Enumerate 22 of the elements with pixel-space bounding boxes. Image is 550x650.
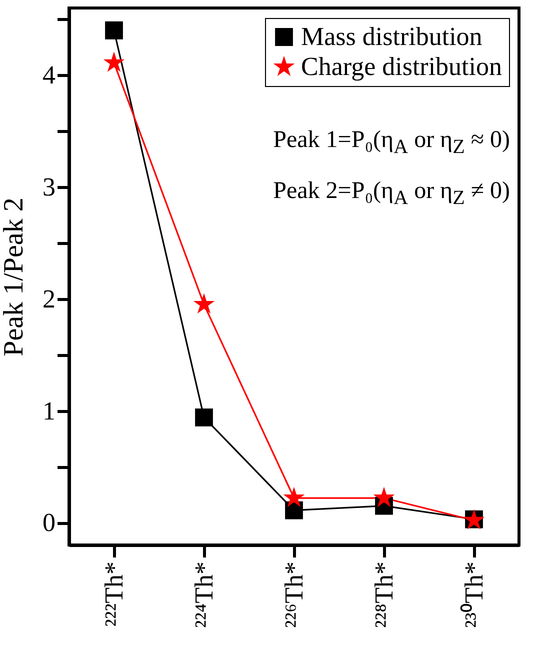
- x-tick-label: ²²²Th*: [100, 562, 128, 627]
- y-tick-label: 1: [42, 396, 56, 426]
- y-tick-label: 4: [42, 60, 56, 90]
- point: [195, 408, 213, 426]
- x-tick-label: ²³⁰Th*: [460, 562, 488, 628]
- y-tick-label: 3: [42, 172, 56, 202]
- x-tick-label: ²²⁸Th*: [370, 562, 398, 628]
- annotation: Peak 2=P₀(η$_{A}$ or η$_{Z}$ ≠ 0): [272, 176, 510, 211]
- point: [193, 293, 215, 314]
- y-tick-label: 2: [42, 284, 56, 314]
- point: [285, 501, 303, 520]
- x-tick-label: ²²⁴Th*: [190, 562, 218, 628]
- y-axis-title: Peak 1/Peak 2: [0, 198, 30, 356]
- y-tick-label: 0: [42, 508, 56, 538]
- point: [103, 52, 125, 72]
- legend-label: Charge distribution: [301, 52, 502, 81]
- point: [373, 486, 395, 508]
- x-tick-label: ²²⁶Th*: [280, 562, 308, 628]
- point: [283, 486, 305, 508]
- annotation: Peak 1=P₀(η$_{A}$ or η$_{Z}$ ≈ 0): [272, 126, 510, 160]
- point: [105, 21, 123, 40]
- legend-label: Mass distribution: [301, 22, 482, 51]
